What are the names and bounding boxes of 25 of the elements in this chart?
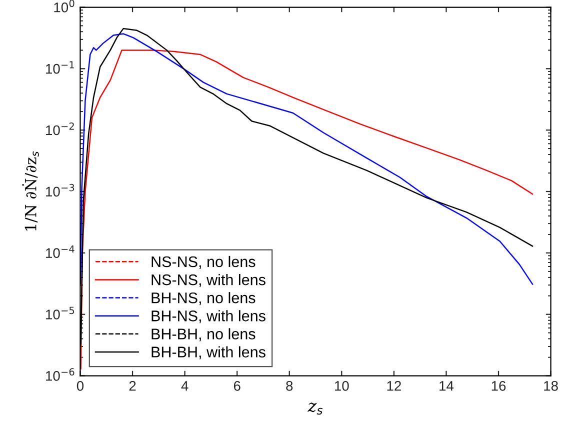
x-tick-label: 16 — [492, 380, 506, 391]
legend-label: BH-BH, no lens — [152, 328, 256, 342]
legend-label: NS-NS, no lens — [152, 256, 256, 269]
y-tick-label: 10$^{−1}$ — [46, 61, 74, 74]
x-axis-title: z$_{s}$ — [308, 402, 323, 415]
legend-label: NS-NS, with lens — [152, 274, 266, 288]
y-tick-label: 10$^{−2}$ — [46, 122, 74, 136]
x-tick-label: 6 — [234, 380, 240, 391]
x-tick-label: 18 — [544, 380, 558, 391]
legend-label: BH-NS, with lens — [152, 310, 266, 324]
y-axis-title: 1/N ∂Ṅ/∂z$_{s}$ — [22, 151, 39, 231]
x-tick-label: 12 — [387, 380, 401, 391]
x-tick-label: 10 — [334, 380, 349, 391]
y-tick-label: 10$^{−3}$ — [46, 184, 74, 197]
y-tick-label: 10$^{−5}$ — [46, 306, 74, 320]
x-tick-label: 8 — [286, 380, 293, 391]
y-tick-label: 10$^{−4}$ — [46, 245, 74, 258]
x-tick-label: 2 — [129, 380, 136, 391]
x-tick-label: 4 — [181, 381, 188, 391]
y-tick-label: 10$^{−6}$ — [46, 368, 74, 381]
legend-label: BH-NS, no lens — [152, 292, 256, 306]
legend-label: BH-BH, with lens — [152, 346, 266, 360]
x-tick-label: 14 — [440, 381, 454, 391]
x-tick-label: 0 — [76, 380, 84, 391]
y-tick-label: 10$^{0}$ — [54, 0, 74, 12]
